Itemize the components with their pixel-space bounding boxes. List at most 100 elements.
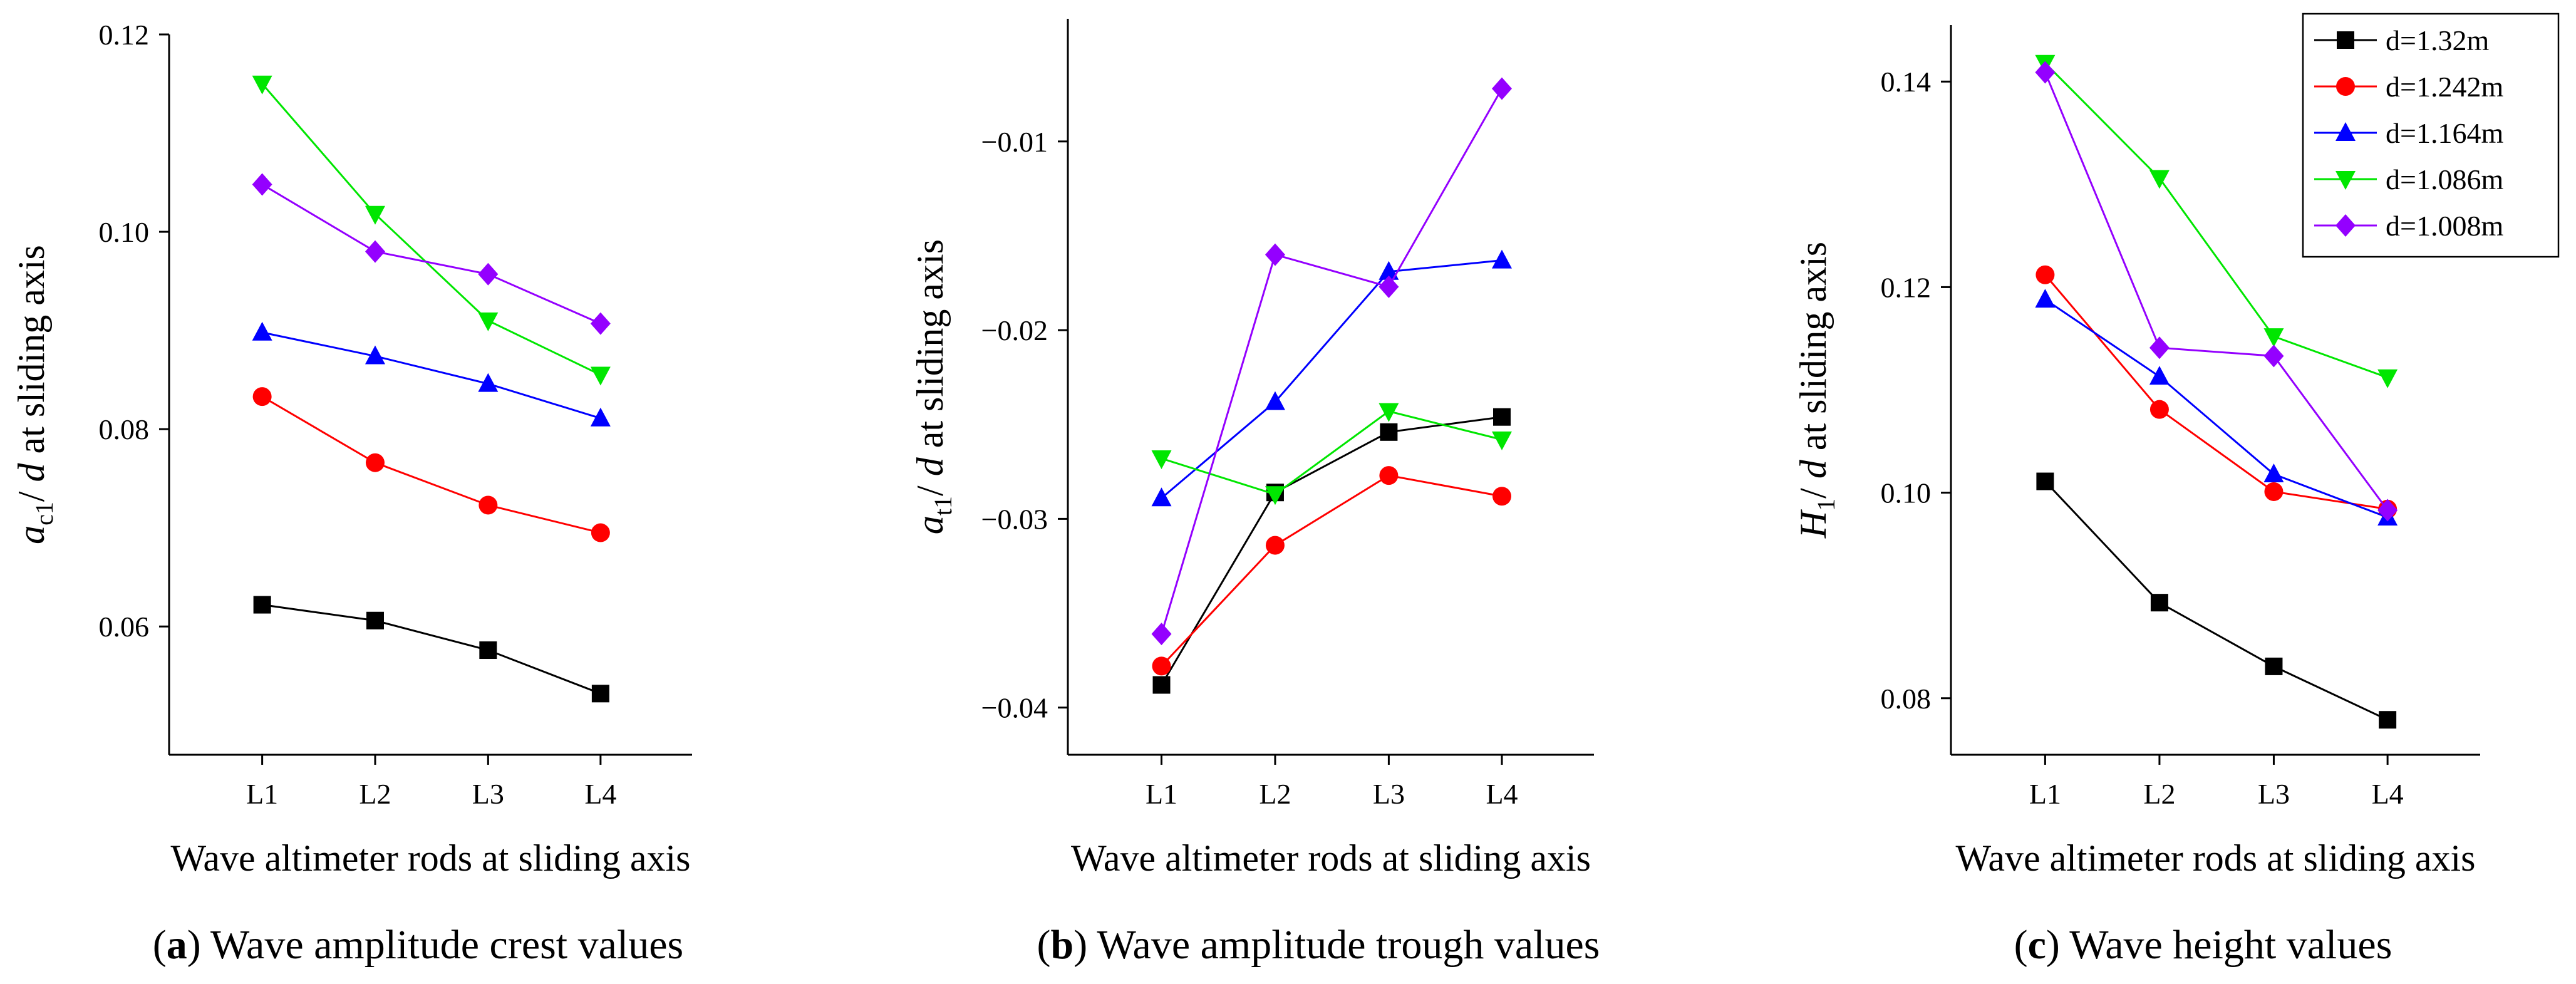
y-axis-title-rest: / xyxy=(909,476,951,496)
data-point xyxy=(478,495,498,515)
legend-marker xyxy=(2337,31,2354,49)
series-line xyxy=(261,395,601,534)
y-tick-label: 0.12 xyxy=(99,19,150,51)
data-point xyxy=(590,407,611,427)
data-point xyxy=(1151,623,1172,646)
data-point xyxy=(1492,431,1512,450)
data-point xyxy=(1493,408,1511,426)
caption-text: Wave amplitude trough values xyxy=(1087,922,1600,968)
series-line xyxy=(261,184,601,324)
data-point xyxy=(1152,656,1171,676)
data-point xyxy=(2377,499,2398,522)
data-point xyxy=(2263,328,2284,348)
y-axis-title: at1/ d at sliding axis xyxy=(909,239,957,534)
legend: d=1.32m d=1.242m d=1.164m d=1.086m d=1.008m xyxy=(2302,13,2560,258)
series-d=1.242m xyxy=(252,387,610,542)
data-point xyxy=(2035,289,2056,308)
y-axis-subscript: 1 xyxy=(1812,499,1840,511)
y-axis-symbol: H xyxy=(1792,509,1834,539)
x-tick-label: L4 xyxy=(1486,778,1518,810)
x-tick-label: L2 xyxy=(2143,778,2175,810)
data-point xyxy=(2264,482,2284,501)
series-line xyxy=(262,331,601,420)
y-tick-label: 0.14 xyxy=(1881,66,1932,98)
y-tick-label: −0.02 xyxy=(981,314,1048,346)
x-tick-label: L4 xyxy=(2372,778,2404,810)
series-d=1.008m xyxy=(2035,61,2398,522)
x-axis-title: Wave altimeter rods at sliding axis xyxy=(171,837,691,879)
series-d=1.086m xyxy=(2035,54,2398,388)
y-axis-subscript: c1 xyxy=(30,502,58,526)
panel-caption: (a) Wave amplitude crest values xyxy=(153,922,684,968)
y-tick-label: 0.06 xyxy=(99,611,150,643)
x-axis-title: Wave altimeter rods at sliding axis xyxy=(1071,837,1591,879)
data-point xyxy=(366,611,384,629)
panel-caption: (b) Wave amplitude trough values xyxy=(1037,922,1600,968)
series-line xyxy=(1161,88,1503,634)
y-axis-symbol: a xyxy=(11,526,52,544)
legend-label: d=1.32m xyxy=(2386,24,2489,56)
data-point xyxy=(2149,400,2169,419)
series-d=1.242m xyxy=(2035,265,2398,519)
y-tick-label: 0.12 xyxy=(1881,271,1932,303)
x-tick-label: L3 xyxy=(2258,778,2290,810)
y-tick-label: −0.01 xyxy=(981,126,1048,158)
data-point xyxy=(1492,487,1511,506)
legend-marker xyxy=(2335,171,2356,190)
data-point xyxy=(1379,466,1399,485)
legend-item: d=1.086m xyxy=(2314,163,2503,195)
y-tick-label: 0.08 xyxy=(1881,683,1932,715)
series-d=1.164m xyxy=(2035,289,2398,526)
y-axis-title: ac1/ d at sliding axis xyxy=(11,245,58,544)
caption-letter: c xyxy=(2028,922,2046,968)
data-point xyxy=(1492,249,1512,269)
series-d=1.086m xyxy=(252,75,611,386)
data-point xyxy=(591,685,609,703)
legend-marker xyxy=(2336,77,2355,96)
legend-label: d=1.008m xyxy=(2386,210,2503,242)
x-axis-title: Wave altimeter rods at sliding axis xyxy=(1956,837,2476,879)
caption-letter: a xyxy=(167,922,187,968)
data-point xyxy=(590,312,611,335)
series-d=1.32m xyxy=(2036,472,2397,729)
series-line xyxy=(1161,259,1503,499)
data-point xyxy=(2149,336,2170,360)
legend-marker xyxy=(2335,214,2356,237)
legend-label: d=1.164m xyxy=(2386,117,2503,149)
chart-panel-a: 0.06 0.08 0.10 0.12 L1 L2 L3 L4 Wave altimeter r… xyxy=(11,19,692,968)
series-line xyxy=(2044,71,2389,511)
data-point xyxy=(2263,344,2284,368)
series-line xyxy=(2044,62,2388,379)
data-point xyxy=(2035,61,2056,84)
x-tick-label: L1 xyxy=(246,778,278,810)
series-line xyxy=(261,83,601,376)
x-tick-label: L2 xyxy=(359,778,391,810)
data-point xyxy=(1151,487,1172,507)
legend-marker xyxy=(2335,122,2356,141)
series-d=1.242m xyxy=(1152,466,1511,676)
chart-panel-b: −0.04 −0.03 −0.02 −0.01 L1 L2 L3 L4 Wave altimet… xyxy=(909,19,1600,968)
legend-item: d=1.242m xyxy=(2314,71,2503,103)
caption-letter: b xyxy=(1051,922,1074,968)
data-point xyxy=(590,366,611,386)
data-point xyxy=(253,596,271,614)
data-point xyxy=(2265,657,2283,675)
series-line xyxy=(2044,480,2388,721)
data-point xyxy=(252,173,272,196)
series-line xyxy=(1161,474,1503,667)
series-line xyxy=(1161,410,1503,495)
series-d=1.32m xyxy=(253,596,609,703)
data-point xyxy=(252,387,272,407)
y-tick-label: −0.03 xyxy=(981,503,1048,535)
y-axis-title-rest: / xyxy=(11,482,52,502)
data-point xyxy=(1265,391,1285,410)
series-line xyxy=(1161,416,1503,686)
legend-item: d=1.164m xyxy=(2314,117,2503,149)
data-point xyxy=(478,312,499,331)
data-point xyxy=(1152,676,1171,694)
data-point xyxy=(365,205,385,225)
series-d=1.008m xyxy=(252,173,611,335)
y-axis-title: H1/ d at sliding axis xyxy=(1792,242,1840,539)
x-tick-label: L2 xyxy=(1259,778,1291,810)
